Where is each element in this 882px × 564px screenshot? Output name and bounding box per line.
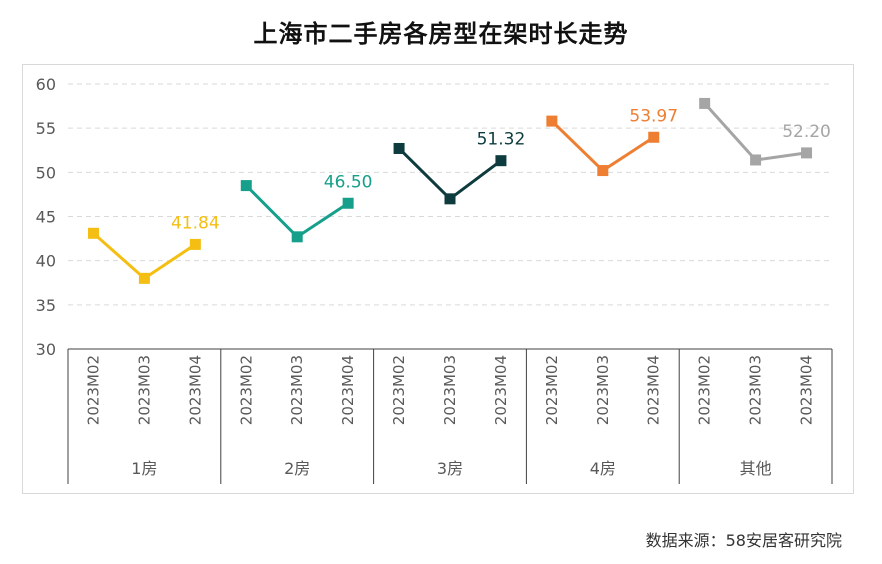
data-label: 41.84 [171,213,220,233]
group-label: 2房 [284,459,310,478]
data-label: 53.97 [629,106,678,126]
y-tick-label: 45 [36,208,56,227]
x-tick-label: 2023M02 [696,355,714,425]
data-label: 52.20 [782,122,831,142]
data-point [750,154,762,166]
x-tick-label: 2023M04 [798,355,816,425]
chart-frame [22,64,854,494]
x-tick-label: 2023M03 [594,355,612,425]
y-tick-label: 55 [36,119,56,138]
data-point [444,193,456,205]
x-tick-label: 2023M03 [135,355,153,425]
group-label: 其他 [740,459,772,478]
data-point [495,155,507,167]
data-point [393,142,405,154]
x-tick-label: 2023M04 [186,355,204,425]
data-point [189,238,201,250]
x-tick-label: 2023M02 [84,355,102,425]
x-tick-label: 2023M03 [441,355,459,425]
x-tick-label: 2023M03 [288,355,306,425]
y-tick-label: 30 [36,340,56,359]
data-point [546,115,558,127]
x-tick-label: 2023M02 [543,355,561,425]
x-tick-label: 2023M04 [645,355,663,425]
data-point [87,227,99,239]
y-tick-label: 35 [36,296,56,315]
series-line-3 [398,147,502,201]
data-point [801,147,813,159]
x-tick-label: 2023M04 [492,355,510,425]
data-source: 数据来源：58安居客研究院 [645,531,842,550]
series-line-1 [92,232,197,280]
x-tick-label: 2023M03 [747,355,765,425]
y-tick-label: 50 [36,163,56,182]
data-point [597,165,609,177]
series-line-2 [245,184,349,239]
data-label: 51.32 [477,130,526,150]
group-label: 4房 [590,459,616,478]
y-tick-label: 40 [36,252,56,271]
data-point [291,231,303,243]
data-point [648,131,660,143]
data-point [138,272,150,284]
chart-title: 上海市二手房各房型在架时长走势 [253,20,629,48]
data-label: 46.50 [324,172,373,192]
data-point [240,180,252,192]
x-tick-label: 2023M04 [339,355,357,425]
x-tick-label: 2023M02 [237,355,255,425]
data-point [342,197,354,209]
group-label: 1房 [131,459,157,478]
y-tick-label: 60 [36,75,56,94]
group-label: 3房 [437,459,463,478]
data-point [699,97,711,109]
x-tick-label: 2023M02 [390,355,408,425]
